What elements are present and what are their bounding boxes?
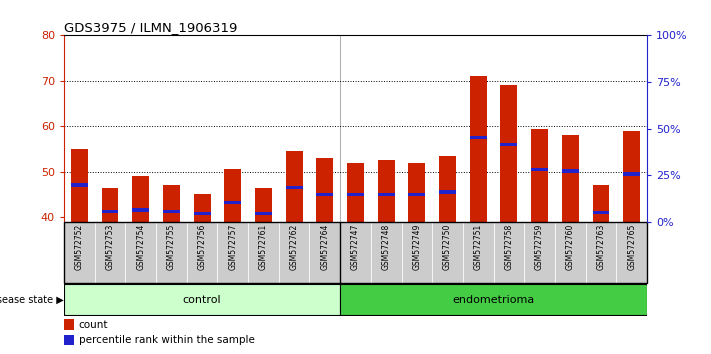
Bar (125, 222, 156, 282)
Bar (286, 151, 303, 222)
Bar (371, 222, 402, 282)
Bar (501, 85, 518, 222)
Text: GSM572763: GSM572763 (597, 223, 606, 270)
Text: count: count (78, 320, 108, 330)
Bar (586, 222, 616, 282)
Text: GSM572755: GSM572755 (167, 223, 176, 270)
Bar (163, 185, 180, 222)
Bar (225, 170, 241, 222)
Text: GSM572764: GSM572764 (321, 223, 329, 270)
Text: percentile rank within the sample: percentile rank within the sample (78, 335, 255, 345)
Bar (248, 222, 279, 282)
Bar (378, 193, 395, 196)
Bar (102, 210, 119, 213)
Bar (592, 185, 609, 222)
Text: GSM572750: GSM572750 (443, 223, 452, 270)
Bar (562, 169, 579, 173)
Text: GSM572762: GSM572762 (289, 223, 299, 270)
Bar (616, 222, 647, 282)
Bar (132, 209, 149, 212)
Bar (592, 211, 609, 215)
Bar (493, 222, 524, 282)
Bar (562, 135, 579, 222)
Bar (132, 176, 149, 222)
Text: GSM572751: GSM572751 (474, 223, 483, 270)
Text: GSM572759: GSM572759 (535, 223, 544, 270)
Bar (347, 193, 364, 196)
Text: GSM572761: GSM572761 (259, 223, 268, 270)
Text: GSM572765: GSM572765 (627, 223, 636, 270)
Bar (624, 172, 640, 176)
Text: GSM572757: GSM572757 (228, 223, 237, 270)
Bar (524, 222, 555, 282)
Bar (470, 136, 486, 139)
Bar (218, 222, 248, 282)
Bar (347, 162, 364, 222)
Bar (286, 186, 303, 189)
Bar (95, 222, 125, 282)
Text: GSM572749: GSM572749 (412, 223, 422, 270)
Bar (531, 129, 548, 222)
Text: GSM572754: GSM572754 (137, 223, 145, 270)
Bar (463, 222, 493, 282)
Bar (439, 190, 456, 194)
Bar (402, 222, 432, 282)
Bar (64, 284, 340, 315)
Bar (156, 222, 187, 282)
Text: GSM572748: GSM572748 (382, 223, 390, 270)
Bar (309, 222, 340, 282)
Text: GSM572758: GSM572758 (504, 223, 513, 270)
Bar (279, 222, 309, 282)
Text: GDS3975 / ILMN_1906319: GDS3975 / ILMN_1906319 (64, 21, 237, 34)
Bar (255, 188, 272, 222)
Bar (408, 162, 425, 222)
Text: disease state ▶: disease state ▶ (0, 295, 64, 304)
Bar (64, 320, 75, 330)
Bar (193, 194, 210, 222)
Bar (255, 212, 272, 215)
Text: endometrioma: endometrioma (452, 295, 535, 304)
Bar (340, 284, 647, 315)
Text: control: control (183, 295, 221, 304)
Bar (316, 158, 333, 222)
Bar (64, 222, 95, 282)
Text: GSM572760: GSM572760 (566, 223, 574, 270)
Bar (225, 201, 241, 204)
Text: GSM572756: GSM572756 (198, 223, 207, 270)
Bar (102, 188, 119, 222)
Bar (193, 212, 210, 215)
Bar (439, 156, 456, 222)
Text: GSM572752: GSM572752 (75, 223, 84, 270)
Bar (432, 222, 463, 282)
Bar (555, 222, 586, 282)
Text: GSM572753: GSM572753 (105, 223, 114, 270)
Bar (408, 193, 425, 196)
Bar (187, 222, 218, 282)
Bar (340, 222, 371, 282)
Bar (531, 167, 548, 171)
Bar (71, 149, 87, 222)
Text: GSM572747: GSM572747 (351, 223, 360, 270)
Bar (71, 183, 87, 187)
Bar (316, 193, 333, 196)
Bar (470, 76, 486, 222)
Bar (163, 210, 180, 213)
Bar (378, 160, 395, 222)
Bar (501, 143, 518, 146)
Bar (64, 335, 75, 346)
Bar (624, 131, 640, 222)
